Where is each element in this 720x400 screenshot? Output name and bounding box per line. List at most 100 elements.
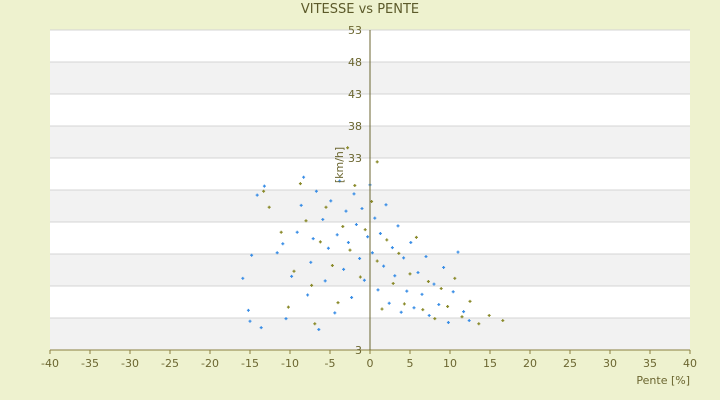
x-tick-label: -40 — [41, 357, 59, 370]
x-tick-label: -35 — [81, 357, 99, 370]
data-point — [279, 230, 283, 234]
data-point — [330, 264, 334, 268]
data-point — [378, 232, 382, 236]
axes — [49, 30, 691, 354]
chart-title: VITESSE vs PENTE — [300, 2, 420, 17]
data-point — [362, 278, 366, 282]
data-point — [421, 308, 425, 312]
data-point — [375, 160, 379, 164]
data-point — [387, 301, 391, 305]
data-point — [341, 224, 345, 228]
data-point — [324, 205, 328, 209]
data-point — [399, 310, 403, 314]
data-point — [420, 292, 424, 296]
data-point — [354, 223, 358, 227]
data-point — [390, 246, 394, 250]
y-axis-label: [km/h] — [333, 147, 346, 183]
data-point — [335, 233, 339, 237]
data-point — [376, 288, 380, 292]
data-point — [487, 313, 491, 317]
data-point — [370, 251, 374, 255]
data-point — [432, 282, 436, 286]
x-tick-label: -15 — [241, 357, 259, 370]
x-tick-label: 10 — [443, 357, 457, 370]
data-point — [366, 235, 370, 239]
data-point — [311, 237, 315, 241]
data-point — [290, 274, 294, 278]
data-point — [275, 251, 279, 255]
x-tick-label: -10 — [281, 357, 299, 370]
data-point — [363, 228, 367, 232]
data-point — [380, 307, 384, 311]
data-point — [346, 240, 350, 244]
x-tick-label: 35 — [643, 357, 657, 370]
data-point — [248, 319, 252, 323]
data-point — [446, 304, 450, 308]
data-point — [456, 250, 460, 254]
y-tick-label: 48 — [348, 56, 362, 69]
data-point — [402, 256, 406, 260]
data-point — [323, 279, 327, 283]
data-point — [453, 276, 457, 280]
data-point — [314, 189, 318, 193]
x-tick-label: 40 — [683, 357, 697, 370]
data-point — [409, 240, 413, 244]
x-axis-label: Pente [%] — [636, 374, 690, 387]
data-point — [255, 193, 259, 197]
data-point — [338, 179, 342, 183]
data-point — [391, 281, 395, 285]
x-tick-label: -30 — [121, 357, 139, 370]
data-point — [373, 216, 377, 220]
data-point — [408, 272, 412, 276]
x-tick-label: -5 — [325, 357, 336, 370]
data-point — [451, 290, 455, 294]
data-point — [424, 255, 428, 259]
y-tick-label: 53 — [348, 24, 362, 37]
data-point — [336, 301, 340, 305]
data-point — [306, 293, 310, 297]
data-points — [241, 146, 505, 332]
data-point — [427, 313, 431, 317]
tick-labels: -40 -35 -30 -25 -20 -15 -10 -5 0 5 10 15 20 25 30 35 40 3… — [41, 24, 697, 370]
data-point — [326, 246, 330, 250]
data-point — [501, 319, 505, 323]
data-point — [352, 192, 356, 196]
y-tick-label: 3 — [355, 344, 362, 357]
data-point — [295, 230, 299, 234]
data-point — [333, 311, 337, 315]
data-point — [358, 275, 362, 279]
x-tick-label: -20 — [201, 357, 219, 370]
x-tick-label: -25 — [161, 357, 179, 370]
x-tick-label: 0 — [367, 357, 374, 370]
data-point — [370, 200, 374, 204]
data-point — [310, 283, 314, 287]
data-point — [437, 303, 441, 307]
data-point — [358, 256, 362, 260]
x-tick-label: 20 — [523, 357, 537, 370]
data-point — [416, 271, 420, 275]
data-point — [353, 184, 357, 188]
data-point — [393, 274, 397, 278]
data-point — [346, 146, 350, 150]
data-point — [384, 203, 388, 207]
data-point — [360, 207, 364, 211]
data-point — [246, 308, 250, 312]
data-point — [262, 189, 266, 193]
y-tick-label: 43 — [348, 88, 362, 101]
data-point — [433, 317, 437, 321]
data-point — [426, 280, 430, 284]
data-point — [462, 310, 466, 314]
data-point — [342, 267, 346, 271]
x-tick-label: 30 — [603, 357, 617, 370]
data-point — [446, 320, 450, 324]
data-point — [439, 287, 443, 291]
data-point — [405, 289, 409, 293]
data-point — [302, 175, 306, 179]
data-point — [442, 265, 446, 269]
x-tick-label: 25 — [563, 357, 577, 370]
y-tick-label: 38 — [348, 120, 362, 133]
data-point — [321, 217, 325, 221]
x-tick-label: 5 — [407, 357, 414, 370]
data-point — [281, 242, 285, 246]
data-point — [284, 317, 288, 321]
